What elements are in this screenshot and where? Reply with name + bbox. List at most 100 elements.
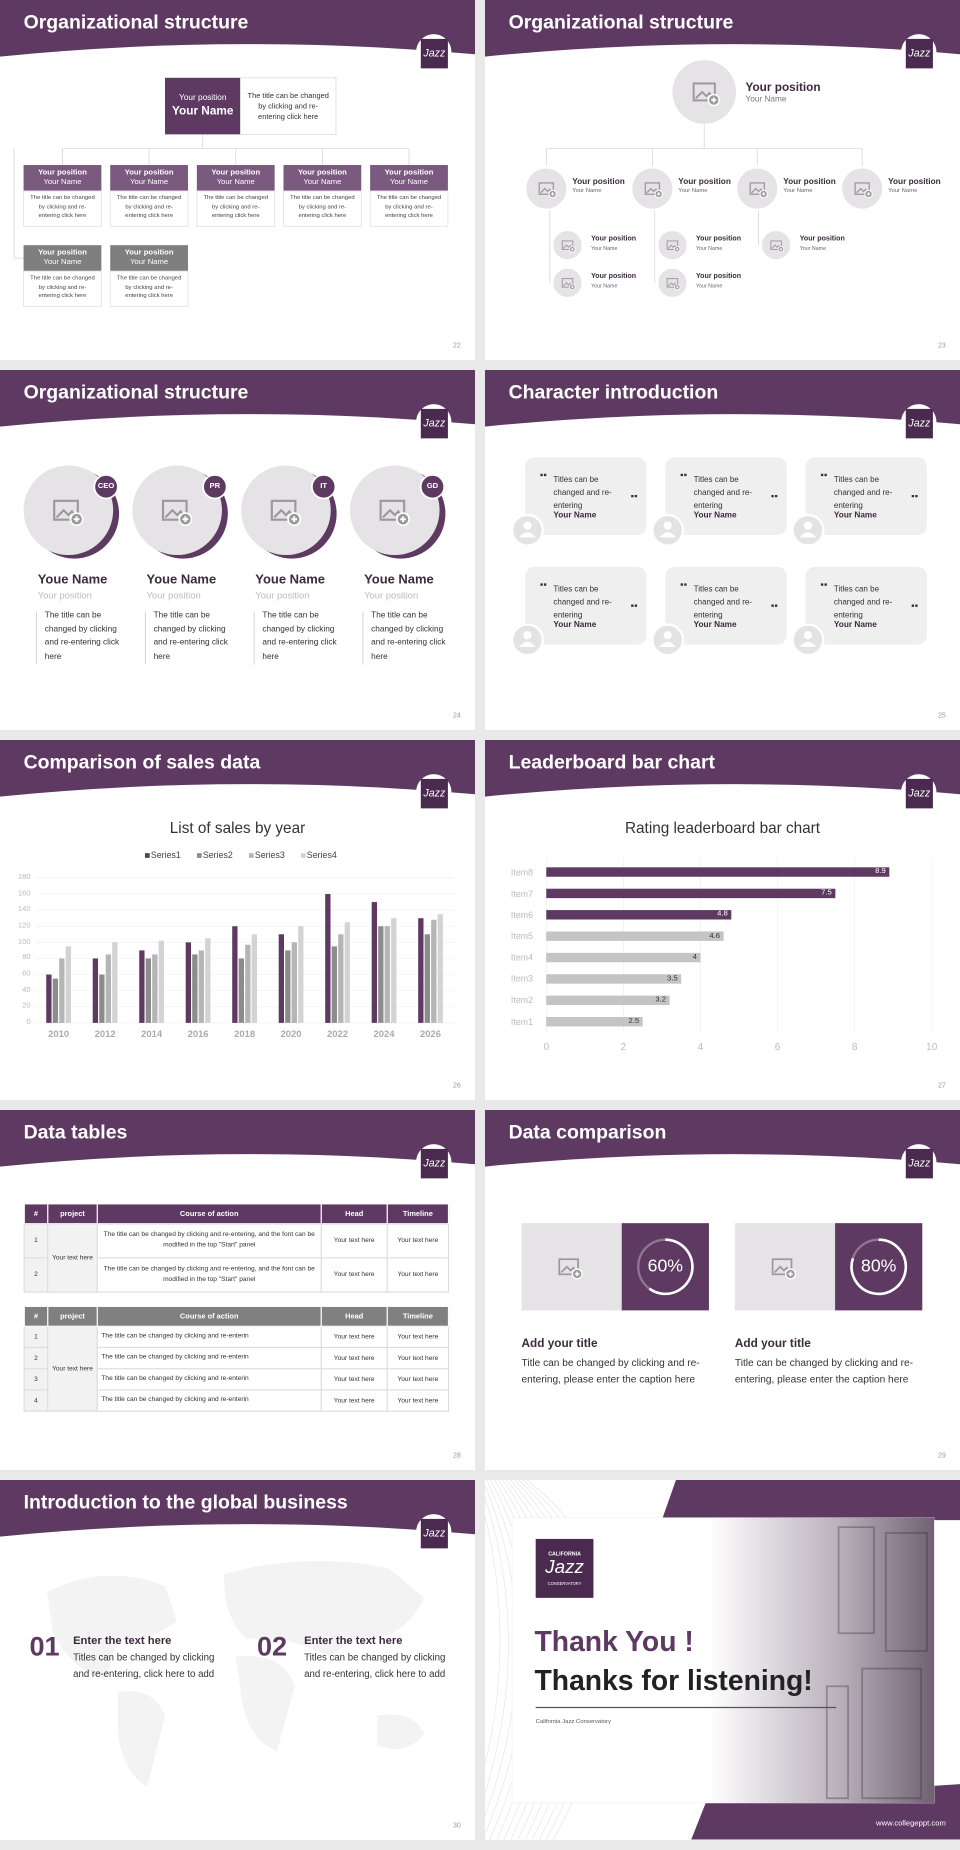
manager-position: Your position bbox=[888, 177, 941, 187]
x-tick-label: 0 bbox=[543, 1040, 550, 1053]
bar bbox=[245, 944, 251, 1023]
person-name: Youe Name bbox=[255, 572, 325, 587]
value-label: 3.2 bbox=[655, 995, 667, 1004]
header-band bbox=[0, 0, 475, 57]
card-text: Title can be changed by clicking and re-… bbox=[734, 1356, 914, 1385]
head-cell: Your text here bbox=[320, 1325, 388, 1349]
avatar-head bbox=[803, 521, 813, 530]
photo-window bbox=[884, 1532, 928, 1652]
closing-subtitle: Thanks for listening! bbox=[534, 1665, 813, 1697]
icon-frame bbox=[854, 182, 870, 195]
logo bbox=[905, 38, 933, 69]
item-number: 01 bbox=[29, 1630, 60, 1662]
member-name: Your Name bbox=[389, 177, 429, 187]
bar bbox=[251, 934, 257, 1023]
staff-avatar bbox=[551, 266, 585, 300]
head-cell: Your text here bbox=[320, 1257, 388, 1293]
y-tick-label: 100 bbox=[17, 937, 31, 946]
member-note-box bbox=[369, 190, 449, 227]
slide-graphics bbox=[0, 370, 475, 665]
icon-plus bbox=[400, 516, 406, 523]
quote-card bbox=[525, 566, 647, 645]
legend-label: Series3 bbox=[254, 849, 285, 861]
staff-name: Your Name bbox=[695, 282, 723, 289]
slide: Character introduction Jazz 25 Titles can b… bbox=[485, 370, 960, 730]
bar bbox=[418, 918, 424, 1023]
bar bbox=[546, 931, 724, 941]
action-cell: The title can be changed by clicking and… bbox=[96, 1223, 322, 1259]
member-note: The title can be changed by clicking and… bbox=[30, 274, 95, 300]
icon-plus bbox=[711, 97, 717, 103]
bar bbox=[145, 958, 152, 1023]
member-note: The title can be changed by clicking and… bbox=[116, 194, 182, 220]
slide-graphics bbox=[485, 1110, 960, 1311]
ring-arc bbox=[648, 1238, 694, 1296]
icon-frame bbox=[666, 278, 679, 288]
member-note: The title can be changed by clicking and… bbox=[203, 194, 269, 220]
icon-frame bbox=[561, 240, 574, 250]
row-number: 1 bbox=[23, 1223, 49, 1259]
x-tick-label: 2018 bbox=[234, 1028, 256, 1040]
member-note-box bbox=[23, 190, 102, 227]
quote-name: Your Name bbox=[553, 511, 597, 520]
logo-top: CALIFORNIA bbox=[548, 1550, 581, 1557]
bar bbox=[298, 926, 304, 1023]
corner-shape bbox=[661, 1480, 960, 1521]
avatar-body bbox=[799, 532, 817, 538]
header-row: # project Course of action Head Timeline bbox=[23, 1305, 450, 1327]
x-tick-label: 8 bbox=[851, 1040, 858, 1053]
row-number: 4 bbox=[23, 1389, 49, 1412]
slide: CALIFORNIA Jazz CONSERVATORY Thank You ! Tha… bbox=[485, 1480, 960, 1840]
person-position: Your position bbox=[255, 590, 310, 602]
leader-avatar bbox=[672, 60, 737, 124]
header-cell: Head bbox=[320, 1203, 388, 1225]
icon-plus bbox=[779, 247, 783, 251]
page-number: 22 bbox=[452, 343, 461, 351]
leader-note-box bbox=[240, 77, 337, 135]
logo-text: Jazz bbox=[423, 417, 446, 429]
y-tick-label: Item6 bbox=[510, 909, 534, 921]
photo-window bbox=[825, 1685, 849, 1800]
closing-title: Thank You ! bbox=[534, 1626, 694, 1658]
header-cell: project bbox=[47, 1305, 98, 1327]
staff-position: Your position bbox=[799, 235, 845, 243]
bar bbox=[391, 918, 397, 1023]
member-note-box bbox=[23, 270, 102, 307]
x-tick-label: 10 bbox=[926, 1040, 938, 1053]
manager-name: Your Name bbox=[783, 187, 813, 195]
icon-frame bbox=[666, 240, 679, 250]
header-cell: Course of action bbox=[96, 1305, 322, 1327]
logo bbox=[420, 778, 448, 809]
action-cell: The title can be changed by clicking and… bbox=[96, 1325, 322, 1349]
data-table: # project Course of action Head Timeline 1 You… bbox=[23, 1203, 450, 1293]
header-band bbox=[0, 740, 475, 797]
bar bbox=[65, 946, 71, 1023]
slide: Data comparison Jazz 29 60% Add your title Ti… bbox=[485, 1110, 960, 1470]
icon-frame bbox=[771, 1258, 793, 1276]
slide-title: Data comparison bbox=[508, 1121, 667, 1144]
open-quote bbox=[680, 583, 687, 586]
staff-avatar bbox=[759, 228, 793, 262]
manager-position: Your position bbox=[783, 177, 836, 187]
head-cell: Your text here bbox=[320, 1368, 388, 1391]
member-position: Your position bbox=[384, 168, 434, 177]
member-note-box bbox=[109, 190, 189, 227]
avatar bbox=[510, 513, 544, 547]
avatar bbox=[651, 623, 685, 657]
quote-text: Titles can be changed and re-entering bbox=[553, 476, 612, 511]
bar bbox=[338, 934, 344, 1023]
y-tick-label: 160 bbox=[17, 889, 31, 898]
member-header bbox=[110, 165, 189, 191]
avatar bbox=[510, 623, 544, 657]
leader-position: Your position bbox=[179, 94, 227, 103]
image-placeholder-icon bbox=[161, 499, 193, 527]
member-position: Your position bbox=[211, 168, 261, 177]
staff-position: Your position bbox=[695, 235, 742, 243]
y-tick-label: 60 bbox=[22, 969, 31, 979]
icon-plus bbox=[73, 516, 80, 523]
x-tick-label: 2012 bbox=[94, 1028, 116, 1040]
avatar bbox=[132, 465, 222, 556]
quote-card bbox=[525, 457, 647, 536]
action-cell: The title can be changed by clicking and… bbox=[96, 1389, 322, 1412]
